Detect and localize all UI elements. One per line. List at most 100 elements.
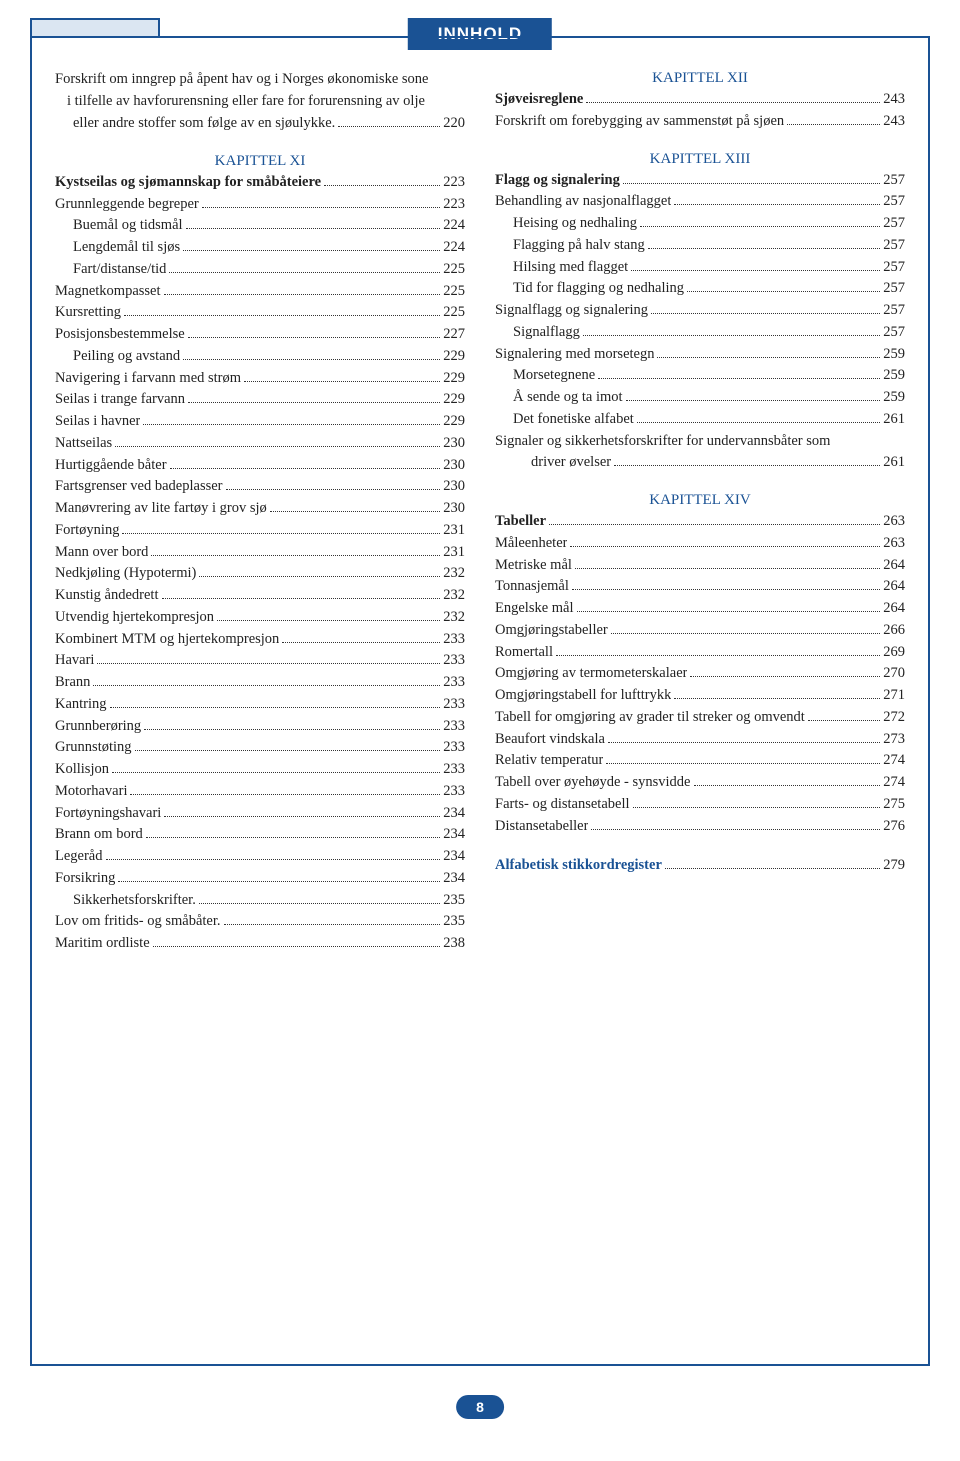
toc-label: Grunnstøting (55, 737, 132, 759)
toc-line: Motorhavari233 (55, 781, 465, 803)
toc-leader (657, 357, 880, 358)
toc-label: Fortøyning (55, 520, 119, 542)
toc-leader (338, 126, 440, 127)
toc-label: Buemål og tidsmål (55, 215, 183, 237)
toc-page: 274 (883, 750, 905, 772)
toc-leader (282, 642, 440, 643)
toc-line: Brann om bord 234 (55, 824, 465, 846)
toc-label: Tonnasjemål (495, 576, 569, 598)
toc-page: 266 (883, 620, 905, 642)
toc-label: Seilas i trange farvann (55, 389, 185, 411)
toc-leader (626, 400, 881, 401)
toc-line: Omgjøring av termometerskalaer270 (495, 663, 905, 685)
chapter-heading: KAPITTEL XI (55, 153, 465, 170)
toc-line: Tabell for omgjøring av grader til strek… (495, 707, 905, 729)
toc-line: Seilas i havner229 (55, 411, 465, 433)
toc-leader (623, 183, 880, 184)
toc-page: 263 (883, 511, 905, 533)
toc-line: Buemål og tidsmål224 (55, 215, 465, 237)
toc-page: 227 (443, 324, 465, 346)
toc-page: 264 (883, 576, 905, 598)
toc-leader (606, 763, 880, 764)
toc-line: Kunstig åndedrett232 (55, 585, 465, 607)
toc-label: Motorhavari (55, 781, 127, 803)
toc-line: Grunnstøting233 (55, 737, 465, 759)
toc-page: 257 (883, 213, 905, 235)
toc-page: 238 (443, 933, 465, 955)
toc-line: Tid for flagging og nedhaling257 (495, 278, 905, 300)
toc-leader (118, 881, 440, 882)
toc-leader (694, 785, 881, 786)
toc-page: 223 (443, 172, 465, 194)
toc-label: Tabeller (495, 511, 546, 533)
toc-page: 224 (443, 237, 465, 259)
toc-leader (188, 402, 440, 403)
toc-leader (169, 272, 440, 273)
toc-leader (93, 685, 440, 686)
toc-page: 229 (443, 411, 465, 433)
toc-line: Det fonetiske alfabet261 (495, 409, 905, 431)
toc-line: Relativ temperatur274 (495, 750, 905, 772)
toc-page: 229 (443, 368, 465, 390)
toc-label: Manøvrering av lite fartøy i grov sjø (55, 498, 267, 520)
toc-leader (787, 124, 880, 125)
toc-leader (110, 707, 441, 708)
toc-line: Legeråd234 (55, 846, 465, 868)
toc-label: Nedkjøling (Hypotermi) (55, 563, 196, 585)
toc-line: Mann over bord 231 (55, 542, 465, 564)
toc-page: 225 (443, 281, 465, 303)
toc-line: Sikkerhetsforskrifter.235 (55, 890, 465, 912)
toc-page: 230 (443, 476, 465, 498)
toc-label: Fortøyningshavari (55, 803, 161, 825)
toc-label: Forskrift om forebygging av sammenstøt p… (495, 111, 784, 133)
content-area: Forskrift om inngrep på åpent hav og i N… (55, 70, 905, 955)
toc-page: 233 (443, 716, 465, 738)
toc-leader (186, 228, 441, 229)
toc-label: Signalering med morsetegn (495, 344, 654, 366)
toc-label: Kunstig åndedrett (55, 585, 159, 607)
toc-label: Omgjøringstabell for lufttrykk (495, 685, 671, 707)
toc-label: Lengdemål til sjøs (55, 237, 180, 259)
toc-page: 229 (443, 389, 465, 411)
toc-page: 233 (443, 759, 465, 781)
toc-leader (324, 185, 440, 186)
toc-line: Tabeller 263 (495, 511, 905, 533)
toc-page: 233 (443, 694, 465, 716)
toc-page: 234 (443, 803, 465, 825)
toc-page: 231 (443, 542, 465, 564)
page-number-badge: 8 (456, 1395, 504, 1419)
spacer (495, 837, 905, 855)
toc-leader (614, 465, 880, 466)
toc-leader (226, 489, 441, 490)
toc-line: driver øvelser261 (495, 452, 905, 474)
toc-leader (648, 248, 881, 249)
toc-leader (97, 663, 440, 664)
chapter-heading: KAPITTEL XIV (495, 492, 905, 509)
toc-line: Å sende og ta imot259 (495, 387, 905, 409)
toc-page: 259 (883, 365, 905, 387)
toc-label: Havari (55, 650, 94, 672)
toc-leader (598, 378, 880, 379)
toc-line: Distansetabeller276 (495, 816, 905, 838)
toc-line: Signalflagg og signalering257 (495, 300, 905, 322)
toc-page: 234 (443, 824, 465, 846)
toc-label: Kombinert MTM og hjertekompresjon (55, 629, 279, 651)
toc-page: 243 (883, 89, 905, 111)
toc-label: Brann om bord (55, 824, 143, 846)
toc-line: Navigering i farvann med strøm229 (55, 368, 465, 390)
toc-line: Signalflagg257 (495, 322, 905, 344)
toc-page: 271 (883, 685, 905, 707)
toc-label: Hilsing med flagget (495, 257, 628, 279)
toc-page: 257 (883, 300, 905, 322)
toc-line: Brann233 (55, 672, 465, 694)
toc-label: Alfabetisk stikkordregister (495, 855, 662, 877)
toc-line: Peiling og avstand229 (55, 346, 465, 368)
toc-line: Måleenheter263 (495, 533, 905, 555)
toc-leader (556, 655, 880, 656)
toc-label: Flagg og signalering (495, 170, 620, 192)
toc-label: Metriske mål (495, 555, 572, 577)
toc-leader (583, 335, 880, 336)
toc-label: Mann over bord (55, 542, 148, 564)
toc-line: Hurtiggående båter230 (55, 455, 465, 477)
toc-line: Fart/distanse/tid225 (55, 259, 465, 281)
